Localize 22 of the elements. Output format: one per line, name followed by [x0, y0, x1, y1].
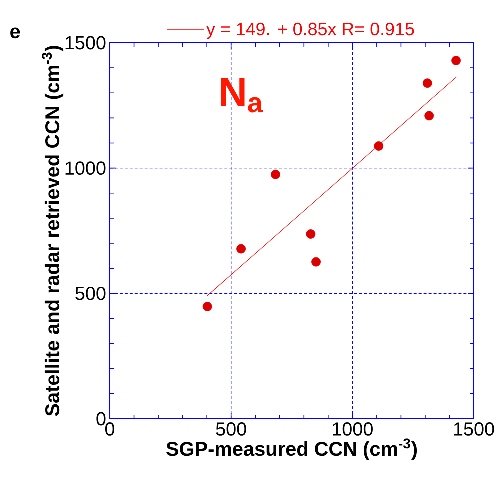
y-tick-label: 500 [76, 286, 106, 300]
y-axis-title: Satellite and radar retrieved CCN (cm$^{-3}$) [42, 46, 64, 416]
x-tick-label: 500 [216, 422, 246, 436]
annotation: N$_{a}$ [221, 78, 264, 113]
x-tick-label: 1500 [454, 422, 494, 436]
y-tick-label: 1000 [66, 162, 106, 176]
point [202, 302, 212, 312]
point [452, 56, 461, 66]
y-tick-label: 0 [96, 412, 106, 426]
point [422, 78, 432, 88]
x-tick-label: 0 [105, 422, 115, 436]
point [271, 170, 280, 180]
point [424, 111, 434, 121]
point [306, 230, 316, 239]
point [312, 257, 321, 267]
point [236, 244, 246, 254]
x-axis-title: SGP-measured CCN (cm$^{-3}$) [166, 438, 418, 460]
legend-label: y = 149. + 0.85x R= 0.915 [206, 22, 414, 40]
text: e [10, 28, 20, 39]
x-tick-label: 1000 [333, 422, 373, 436]
point [374, 142, 384, 151]
y-tick-label: 1500 [66, 36, 106, 50]
